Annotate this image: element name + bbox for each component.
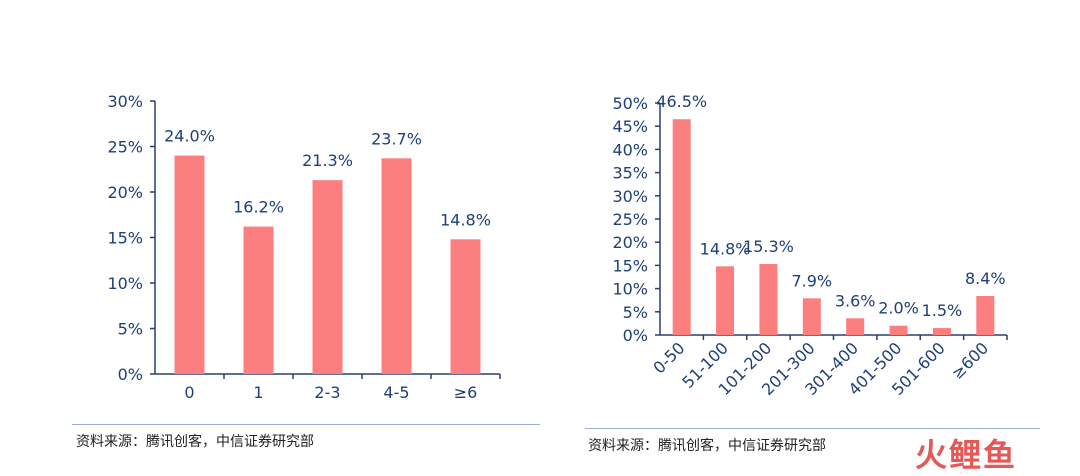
y-tick-label: 0% [118,365,143,384]
x-tick-label: ≥600 [948,338,993,383]
data-label: 23.7% [371,129,422,148]
data-label: 8.4% [965,269,1006,288]
y-tick-label: 20% [107,183,143,202]
data-label: 15.3% [743,237,794,256]
watermark-logo: 火鲤鱼 [915,436,1018,474]
chart-right: 0% 5% 10% 15% 20% 25% 30% 35% 40% 45% 50% 46.5% 0-50… [612,92,1008,399]
data-label: 3.6% [835,291,876,310]
data-label: 21.3% [302,151,353,170]
source-rule-left [72,424,540,425]
bar [889,325,908,335]
bar [174,155,205,374]
source-rule-right [585,428,1040,429]
bar [672,119,691,336]
bar [312,180,343,374]
bar [243,226,274,374]
y-tick-label: 25% [612,210,648,229]
x-tick-label: 0 [184,383,194,402]
bar [381,158,412,374]
y-tick-label: 5% [118,320,143,339]
bar [450,239,481,374]
x-tick-label: 1 [253,383,263,402]
source-note-right: 资料来源：腾讯创客，中信证券研究部 [588,438,826,454]
y-tick-label: 30% [612,187,648,206]
y-tick-label: 35% [612,164,648,183]
y-tick-label: 10% [107,274,143,293]
bar [759,264,778,335]
x-tick-label: 4-5 [383,383,409,402]
data-label: 16.2% [233,198,284,217]
y-tick-label: 25% [107,138,143,157]
y-tick-label: 15% [107,229,143,248]
bar [976,296,995,335]
data-label: 14.8% [440,210,491,229]
bar [716,266,735,335]
bar [932,328,951,335]
y-tick-label: 20% [612,233,648,252]
y-tick-label: 40% [612,140,648,159]
source-note-left: 资料来源：腾讯创客，中信证券研究部 [76,434,314,450]
y-tick-label: 5% [623,303,648,322]
data-label: 7.9% [791,271,832,290]
y-tick-label: 15% [612,256,648,275]
y-tick-label: 10% [612,280,648,299]
y-tick-label: 0% [623,326,648,345]
x-tick-label: 0-50 [649,338,688,377]
x-tick-label: 2-3 [314,383,340,402]
x-tick-label: ≥6 [454,383,478,402]
y-tick-label: 45% [612,117,648,136]
data-label: 14.8% [700,239,751,258]
data-label: 2.0% [878,299,919,318]
bar [802,298,821,335]
data-label: 46.5% [656,92,707,111]
y-tick-label: 30% [107,92,143,111]
chart-left: 0% 5% 10% 15% 20% 25% 30% 24.0% 0 16.2% 1 21.3% 2-3 2… [107,92,501,402]
y-tick-label: 50% [612,94,648,113]
data-label: 1.5% [922,301,963,320]
bar [846,318,865,335]
data-label: 24.0% [164,127,215,146]
